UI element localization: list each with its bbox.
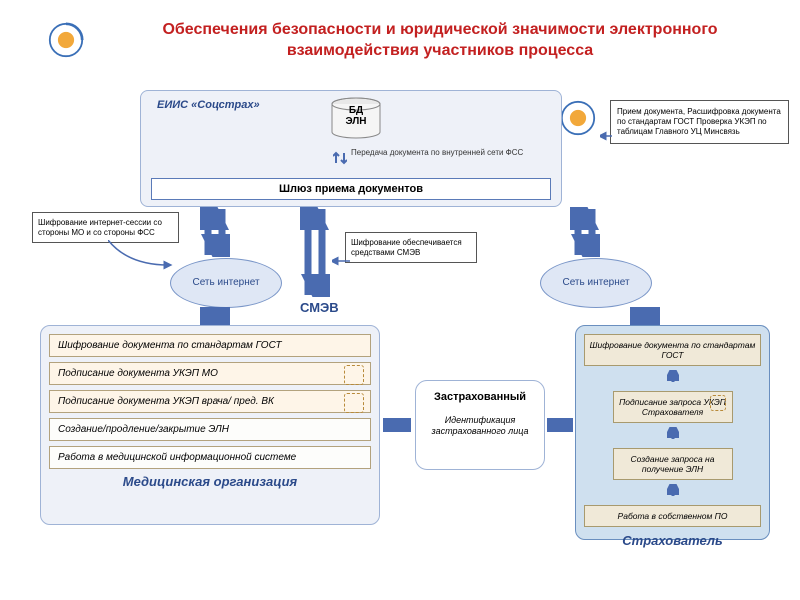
med-row: Подписание документа УКЭП врача/ пред. В…	[49, 390, 371, 413]
arrow-icon	[570, 207, 600, 257]
logo-icon	[560, 100, 596, 136]
thin-arrow-icon	[108, 240, 173, 270]
transfer-label: Передача документа по внутренней сети ФС…	[351, 149, 523, 158]
thin-arrow-icon	[332, 255, 352, 267]
stamp-icon	[710, 395, 726, 411]
up-arrow-icon	[584, 484, 761, 503]
arrow-icon	[300, 207, 330, 297]
ins-row: Шифрование документа по стандартам ГОСТ	[584, 334, 761, 366]
left-note: Шифрование интернет-сессии со стороны МО…	[32, 212, 179, 243]
arrow-icon	[630, 307, 660, 325]
eiis-panel: ЕИИС «Соцстрах» БДЭЛН Передача документа…	[140, 90, 562, 207]
arrow-icon	[200, 307, 230, 325]
page-title: Обеспечения безопасности и юридической з…	[120, 20, 760, 62]
insured-title: Застрахованный	[422, 391, 538, 403]
up-arrow-icon	[584, 427, 761, 446]
stamp-icon	[344, 393, 364, 413]
med-title: Медицинская организация	[49, 474, 371, 489]
stamp-icon	[344, 365, 364, 385]
db-label: БДЭЛН	[331, 105, 381, 127]
smev-label: СМЭВ	[300, 300, 339, 315]
med-row: Подписание документа УКЭП МО	[49, 362, 371, 385]
ins-row: Подписание запроса УКЭП Страхователя	[613, 391, 733, 423]
cloud-right: Сеть интернет	[540, 258, 652, 308]
eiis-label: ЕИИС «Соцстрах»	[157, 99, 260, 111]
mid-note: Шифрование обеспечивается средствами СМЭ…	[345, 232, 477, 263]
right-note: Прием документа, Расшифровка документа п…	[610, 100, 789, 144]
insured-subtitle: Идентификация застрахованного лица	[422, 415, 538, 437]
arrow-icon	[547, 418, 573, 432]
ins-row: Работа в собственном ПО	[584, 505, 761, 527]
med-row: Работа в медицинской информационной сист…	[49, 446, 371, 469]
double-arrow-icon	[333, 147, 347, 174]
insurer-panel: Шифрование документа по стандартам ГОСТ …	[575, 325, 770, 540]
medical-org-panel: Шифрование документа по стандартам ГОСТ …	[40, 325, 380, 525]
med-row: Шифрование документа по стандартам ГОСТ	[49, 334, 371, 357]
insured-panel: Застрахованный Идентификация застрахован…	[415, 380, 545, 470]
thin-arrow-icon	[600, 130, 614, 142]
med-row: Создание/продление/закрытие ЭЛН	[49, 418, 371, 441]
gateway-label: Шлюз приема документов	[151, 178, 551, 200]
up-arrow-icon	[584, 370, 761, 389]
arrow-icon	[200, 207, 230, 257]
cloud-left: Сеть интернет	[170, 258, 282, 308]
logo-icon	[48, 22, 84, 58]
arrow-icon	[383, 418, 413, 432]
ins-title: Страхователь	[584, 533, 761, 548]
ins-row: Создание запроса на получение ЭЛН	[613, 448, 733, 480]
